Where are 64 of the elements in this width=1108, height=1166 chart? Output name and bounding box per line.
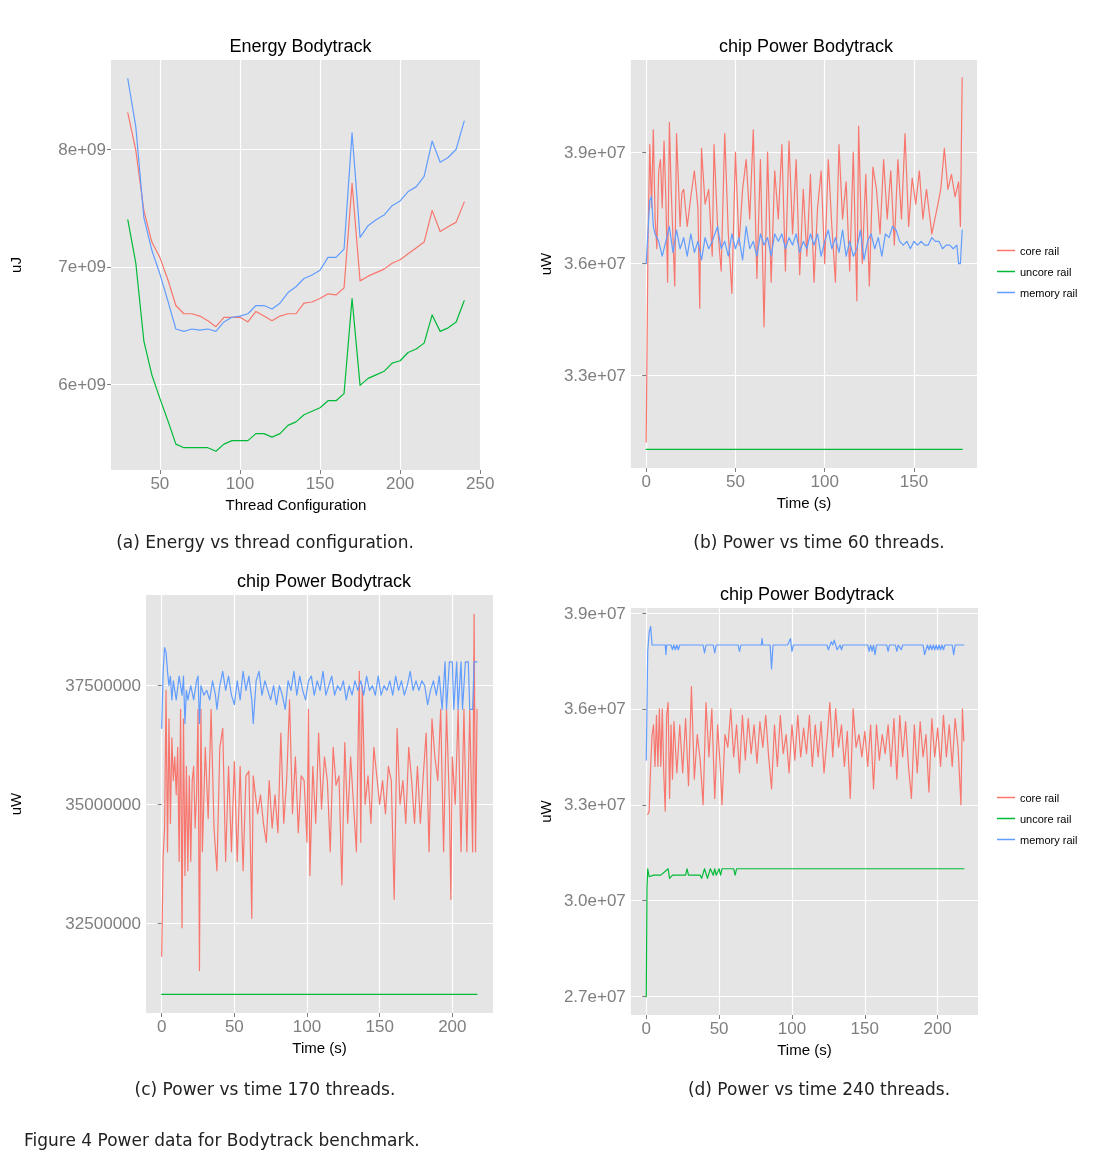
chart-title: chip Power Bodytrack (236, 571, 413, 591)
y-tick-label: 32500000 (65, 913, 141, 933)
legend-label: uncore rail (1020, 265, 1072, 278)
x-tick-label: 0 (641, 1019, 651, 1038)
x-tick-label: 0 (641, 472, 651, 491)
line-series (645, 77, 963, 443)
x-tick-label: 250 (466, 474, 495, 493)
text: (a) Energy vs thread configuration. (115, 532, 415, 552)
x-axis-title: Time (s) (776, 493, 832, 511)
y-tick-label: 8e+09 (58, 139, 106, 159)
y-tick-label: 2.7e+07 (563, 987, 626, 1007)
y-tick-label: 6e+09 (58, 374, 106, 394)
chart-title: chip Power Bodytrack (719, 584, 896, 604)
y-axis-title: uW (7, 791, 24, 816)
y-tick-label: 37500000 (65, 676, 141, 696)
y-axis-title: uJ (7, 257, 24, 273)
x-tick-label: 50 (150, 474, 170, 493)
x-tick-label: 200 (438, 1017, 467, 1036)
y-tick-label: 3.3e+07 (563, 795, 626, 815)
x-tick-label: 200 (385, 474, 415, 493)
y-axis-title: uW (537, 251, 554, 276)
y-tick-label: 35000000 (65, 794, 141, 814)
line-series (645, 196, 963, 265)
x-tick-label: 150 (850, 1019, 879, 1038)
legend-label: core rail (1020, 791, 1060, 804)
line-series (645, 868, 965, 998)
x-tick-label: 100 (777, 1019, 807, 1038)
x-tick-label: 150 (305, 474, 335, 493)
x-tick-label: 50 (725, 472, 745, 491)
y-tick-label: 3.9e+07 (563, 603, 626, 623)
legend-label: uncore rail (1020, 812, 1072, 825)
y-axis-title: uW (537, 799, 554, 823)
x-tick-label: 150 (899, 472, 929, 491)
x-axis-title: Time (s) (777, 1040, 832, 1058)
x-tick-label: 50 (709, 1019, 729, 1038)
x-tick-label: 150 (365, 1017, 394, 1036)
line-series (161, 613, 478, 972)
text: (c) Power vs time 170 threads. (133, 1079, 397, 1099)
line-series (645, 625, 965, 761)
x-tick-label: 100 (810, 472, 839, 491)
chart-title: chip Power Bodytrack (718, 36, 895, 56)
line-series (161, 646, 478, 729)
y-tick-label: 3.9e+07 (563, 142, 626, 162)
line-series (647, 685, 965, 816)
x-tick-label: 50 (224, 1017, 244, 1036)
x-tick-label: 0 (156, 1017, 167, 1036)
caption: Figure 4 Power data for Bodytrack benchmark. (24, 1130, 420, 1150)
y-tick-label: 3.0e+07 (563, 891, 626, 911)
x-axis-title: Thread Configuration (225, 495, 367, 513)
y-tick-label: 3.6e+07 (563, 254, 626, 274)
text: (b) Power vs time 60 threads. (692, 532, 946, 552)
legend-label: memory rail (1020, 286, 1078, 299)
x-tick-label: 100 (225, 474, 255, 493)
x-tick-label: 100 (292, 1017, 322, 1036)
y-tick-label: 3.6e+07 (563, 699, 626, 719)
x-tick-label: 200 (923, 1019, 952, 1038)
line-series (127, 219, 465, 452)
text: (d) Power vs time 240 threads. (686, 1079, 952, 1099)
legend-label: core rail (1020, 244, 1060, 257)
x-axis-title: Time (s) (292, 1038, 347, 1056)
y-tick-label: 7e+09 (58, 257, 106, 277)
chart-title: Energy Bodytrack (229, 36, 373, 56)
y-tick-label: 3.3e+07 (563, 365, 626, 385)
legend-label: memory rail (1020, 833, 1078, 846)
